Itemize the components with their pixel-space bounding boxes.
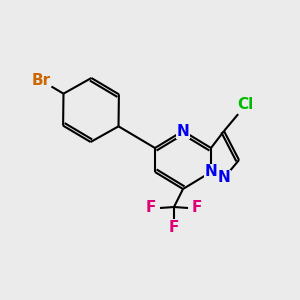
Text: F: F	[146, 200, 156, 215]
Text: N: N	[205, 164, 218, 179]
Text: F: F	[169, 220, 179, 235]
Text: Cl: Cl	[238, 98, 254, 112]
Text: N: N	[218, 170, 230, 185]
Text: N: N	[177, 124, 189, 139]
Text: Br: Br	[32, 73, 51, 88]
Text: F: F	[192, 200, 202, 215]
